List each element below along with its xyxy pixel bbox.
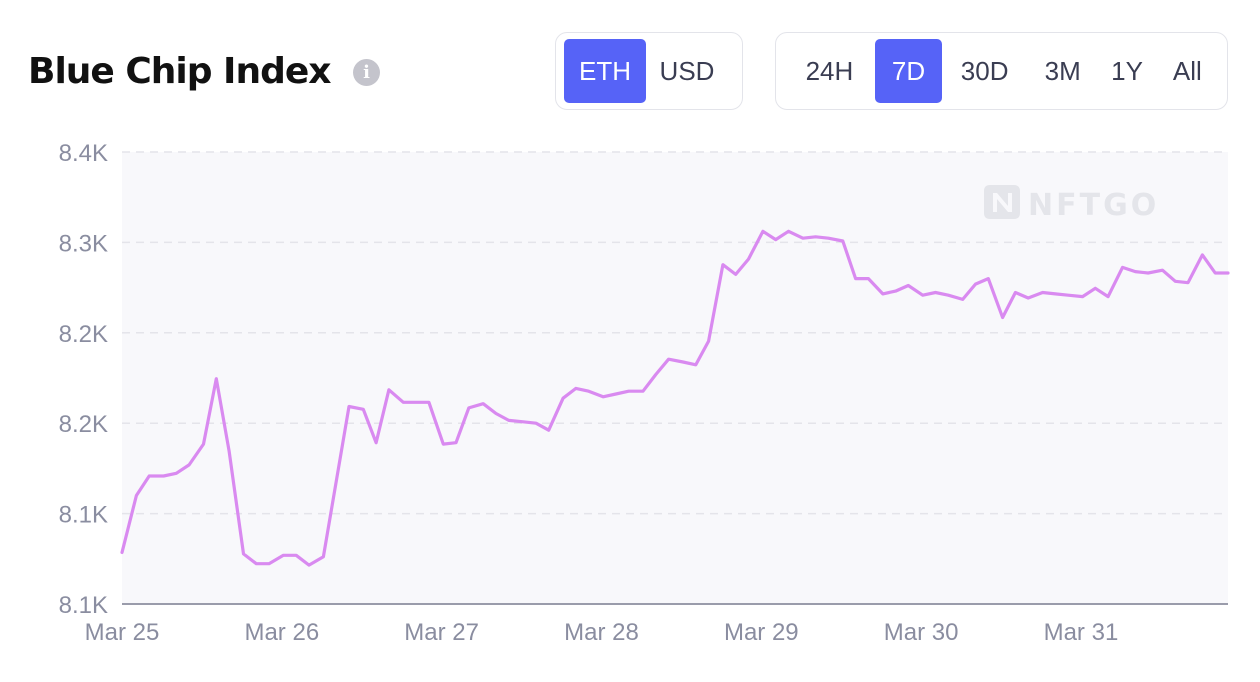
y-tick-label: 8.3K <box>59 230 108 257</box>
x-tick-label: Mar 25 <box>85 619 160 646</box>
y-tick-label: 8.2K <box>59 411 108 438</box>
y-tick-label: 8.1K <box>59 592 108 619</box>
x-tick-label: Mar 31 <box>1044 619 1119 646</box>
x-tick-label: Mar 30 <box>884 619 959 646</box>
range-30d-button[interactable]: 30D <box>960 55 1009 86</box>
time-range-toggle: 24H 7D 30D 3M 1Y All <box>775 32 1228 110</box>
x-tick-label: Mar 26 <box>244 619 319 646</box>
nftgo-logo-icon <box>984 185 1020 219</box>
range-24h-button[interactable]: 24H <box>805 55 854 86</box>
currency-toggle: ETH USD <box>555 32 743 110</box>
range-3m-button[interactable]: 3M <box>1044 55 1081 86</box>
range-7d-button[interactable]: 7D <box>874 39 943 103</box>
watermark-text: NFTGO <box>1028 188 1159 223</box>
x-tick-label: Mar 29 <box>724 619 799 646</box>
range-all-button[interactable]: All <box>1172 55 1202 86</box>
series-group <box>120 229 1230 567</box>
grid-lines <box>122 151 1228 515</box>
y-axis: 8.1K 8.1K 8.2K 8.2K 8.3K 8.4K <box>59 140 108 619</box>
range-1y-button[interactable]: 1Y <box>1111 55 1143 86</box>
x-tick-label: Mar 28 <box>564 619 639 646</box>
y-tick-label: 8.4K <box>59 140 108 167</box>
info-icon[interactable]: i <box>353 59 380 86</box>
x-axis: Mar 25 Mar 26 Mar 27 Mar 28 Mar 29 Mar 30 Mar … <box>85 619 1119 646</box>
chart-title: Blue Chip Index <box>28 51 331 92</box>
nftgo-watermark: NFTGO <box>984 185 1159 223</box>
y-tick-label: 8.1K <box>59 502 108 529</box>
currency-eth-button[interactable]: ETH <box>564 39 646 103</box>
y-tick-label: 8.2K <box>59 321 108 348</box>
series-line <box>120 229 1230 567</box>
currency-usd-button[interactable]: USD <box>659 55 715 86</box>
plot-background <box>122 152 1228 604</box>
x-tick-label: Mar 27 <box>404 619 479 646</box>
